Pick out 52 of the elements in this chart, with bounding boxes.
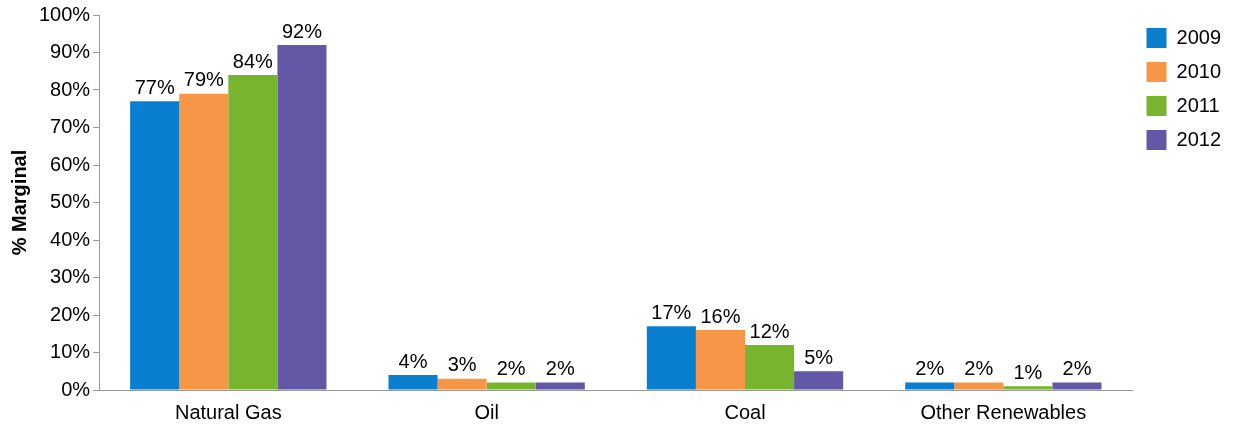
data-label: 17% <box>651 300 692 323</box>
data-label: 79% <box>183 68 225 91</box>
data-label: 16% <box>700 304 741 327</box>
y-tick-label: 90% <box>50 40 91 63</box>
y-tick-label: 40% <box>50 227 91 250</box>
bar <box>794 371 844 390</box>
x-tick-label: Natural Gas <box>174 400 282 423</box>
y-tick-label: 0% <box>61 377 91 400</box>
bar <box>1003 386 1053 390</box>
data-label: 12% <box>749 319 790 342</box>
bar <box>277 45 327 390</box>
bar <box>1052 382 1102 390</box>
bar <box>388 375 438 390</box>
bar <box>437 378 487 390</box>
bar <box>179 93 229 390</box>
data-label: 2% <box>545 357 575 380</box>
y-tick-label: 100% <box>39 2 91 25</box>
data-label: 2% <box>915 357 945 380</box>
data-label: 84% <box>232 49 274 72</box>
data-label: 77% <box>134 75 175 98</box>
bar <box>486 382 536 390</box>
y-tick-label: 50% <box>50 190 91 213</box>
legend-label: 2010 <box>1176 59 1222 82</box>
bar <box>535 382 585 390</box>
x-tick-label: Other Renewables <box>920 400 1087 423</box>
bar <box>646 326 696 390</box>
x-tick-label: Coal <box>724 400 766 423</box>
data-label: 2% <box>964 357 994 380</box>
data-label: 2% <box>1062 357 1092 380</box>
bar <box>228 75 278 390</box>
data-label: 92% <box>281 19 323 42</box>
data-label: 1% <box>1013 360 1043 383</box>
y-tick-label: 70% <box>50 115 91 138</box>
bar <box>905 382 955 390</box>
data-label: 2% <box>496 357 526 380</box>
y-tick-label: 60% <box>50 152 91 175</box>
bar <box>130 101 180 390</box>
data-label: 3% <box>447 353 477 376</box>
bar <box>745 345 795 390</box>
data-label: 5% <box>804 345 834 368</box>
y-tick-label: 30% <box>50 265 91 288</box>
y-tick-label: 80% <box>50 77 91 100</box>
x-tick-label: Oil <box>474 400 499 423</box>
y-axis-title: % Marginal <box>7 149 30 256</box>
legend-label: 2012 <box>1176 127 1222 150</box>
bar <box>954 382 1004 390</box>
legend-label: 2009 <box>1176 25 1222 48</box>
data-label: 4% <box>398 349 428 372</box>
y-tick-label: 10% <box>50 340 91 363</box>
y-tick-label: 20% <box>50 302 91 325</box>
bar <box>695 330 745 390</box>
legend-label: 2011 <box>1176 93 1220 116</box>
